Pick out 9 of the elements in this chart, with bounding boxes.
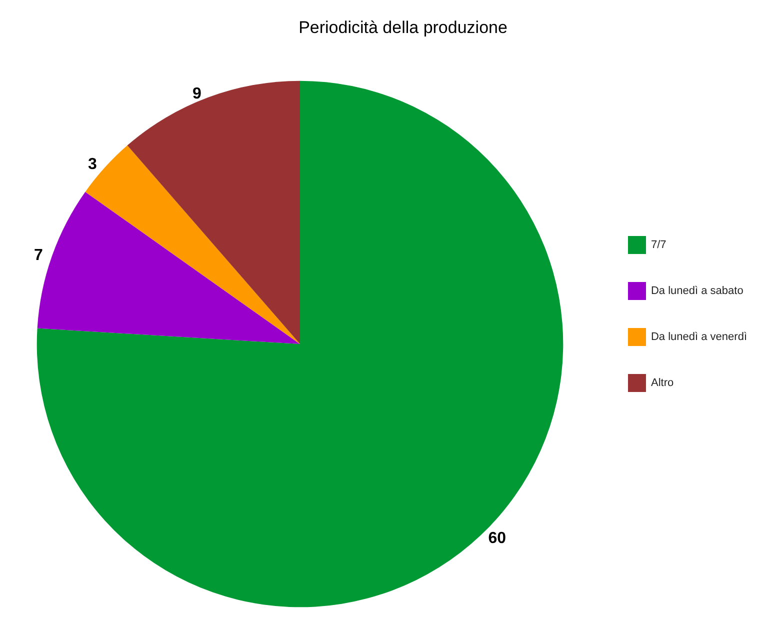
- legend-label: Altro: [650, 377, 674, 389]
- legend-label: Da lunedì a venerdì: [650, 331, 748, 343]
- data-label: 3: [88, 156, 98, 174]
- data-label: 60: [488, 530, 506, 547]
- data-label: 7: [34, 246, 44, 264]
- chart-title: Periodicità della produzione: [298, 18, 508, 37]
- legend-label: 7/7: [650, 239, 666, 251]
- data-label: 9: [192, 85, 202, 102]
- legend-label: Da lunedì a sabato: [650, 285, 744, 297]
